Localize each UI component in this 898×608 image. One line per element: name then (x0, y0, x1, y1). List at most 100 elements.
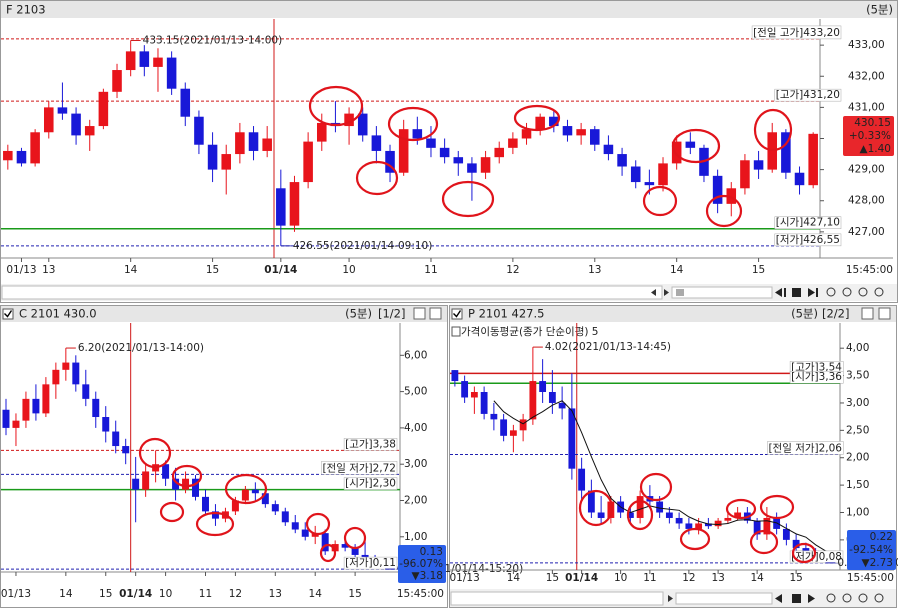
extreme-label: 433.15(2021/01/13-14:00) (143, 34, 282, 46)
candle-body (112, 431, 120, 447)
candle-body (494, 147, 505, 158)
candle-body (562, 126, 573, 136)
candle-body (589, 129, 600, 145)
candle-body (467, 163, 477, 173)
candle-body (597, 512, 605, 518)
panel-header (1, 306, 447, 322)
check (453, 310, 462, 318)
y-tick-label: 3,00 (404, 458, 427, 470)
candle-body (84, 126, 95, 136)
candle-body (630, 166, 641, 183)
btn-next[interactable] (808, 288, 818, 297)
ref-label-bg (774, 233, 842, 247)
last-price-text: -92.54% (849, 544, 893, 556)
x-tick-label: 14 (59, 588, 73, 600)
extreme-label: 4.02(2021/01/13-14:45) (545, 341, 671, 353)
page-indicator: [1/2] (378, 307, 405, 321)
candle-body (626, 512, 634, 518)
last-price-box (843, 116, 894, 156)
x-tick-label: 12 (506, 264, 519, 276)
ref-label-bg (321, 461, 398, 475)
scroll-left[interactable] (651, 289, 656, 296)
x-tick-label: 12 (229, 588, 242, 600)
last-price-text: +0.33% (849, 130, 891, 142)
candle-body (231, 500, 239, 512)
y-tick-label: 433,00 (848, 39, 885, 51)
candle-body (549, 116, 559, 127)
y-tick-label: 428,00 (848, 195, 885, 207)
zoom-thumb[interactable] (676, 289, 684, 296)
candle-body (289, 182, 300, 226)
extreme-label: 426.55(2021/01/14-09:10) (293, 240, 433, 252)
last-price-text: ▼2.73 (862, 557, 893, 569)
zoom-slider[interactable] (675, 592, 773, 605)
x-tick-label: 15 (789, 572, 802, 584)
candle-body (521, 129, 532, 139)
candle-body (3, 150, 13, 161)
checkbox[interactable] (451, 308, 463, 320)
scrollbar[interactable] (450, 591, 664, 606)
candle-body (192, 478, 200, 497)
candle-body (644, 182, 655, 186)
interval[interactable]: (5분) (791, 307, 818, 321)
candle-body (665, 512, 673, 518)
ref-label-bg (774, 88, 842, 102)
scroll-right[interactable] (668, 595, 673, 602)
y-tick-label: 2,50 (846, 424, 869, 436)
candle-body (519, 419, 527, 431)
btn-max[interactable] (878, 307, 891, 320)
x-tick-label: 11 (199, 588, 212, 600)
btn-stop[interactable] (792, 288, 801, 297)
zoom-buttons[interactable] (826, 593, 884, 603)
candle-body (451, 370, 459, 382)
candle-body (671, 141, 682, 164)
candle-body (43, 107, 54, 133)
ref-line-label: [저가]426,55 (776, 234, 840, 246)
btn-max[interactable] (429, 307, 442, 320)
y-tick-label: 4,00 (404, 422, 427, 434)
candle-body (802, 548, 810, 551)
user-drawings (138, 85, 817, 564)
candle-body (794, 172, 805, 186)
interval[interactable]: (5분) (866, 3, 893, 17)
candle-body (291, 522, 299, 530)
x-tick-label: 01/13 (1, 588, 31, 600)
interval[interactable]: (5분) (345, 307, 372, 321)
scroll-right[interactable] (664, 289, 669, 296)
candle-body (500, 419, 508, 436)
x-tick-label: 13 (42, 264, 55, 276)
x-tick-label: 14 (750, 572, 764, 584)
x-end-label: 15:45:00 (846, 264, 893, 276)
btn-restore[interactable] (861, 307, 874, 320)
page-indicator: [2/2] (822, 307, 849, 321)
btn-stop[interactable] (792, 594, 801, 603)
candle-body (139, 51, 150, 67)
candle-body (262, 138, 272, 151)
ref-label-bg (774, 216, 842, 229)
candle-body (714, 520, 722, 527)
btn-prev[interactable] (775, 594, 782, 603)
candle-body (122, 446, 130, 454)
zoom-slider[interactable] (671, 286, 773, 299)
checkbox[interactable] (2, 308, 14, 320)
btn-next[interactable] (808, 594, 815, 603)
scrollbar[interactable] (1, 285, 663, 300)
ref-line-label: [시가]427,10 (776, 217, 840, 229)
x-tick-label: 10 (159, 588, 172, 600)
btn-prev[interactable] (775, 288, 786, 297)
zoom-buttons[interactable] (826, 287, 884, 297)
candle-body (182, 478, 190, 490)
ref-label-bg (789, 370, 844, 384)
y-tick-label: 2,00 (846, 452, 869, 464)
candle-body (712, 175, 723, 204)
candle-body (587, 490, 595, 513)
candle-body (301, 529, 309, 537)
last-price-text: ▼3.18 (412, 570, 443, 582)
last-price-box (398, 545, 446, 583)
panel-title: C 2101 430.0 (19, 307, 97, 321)
panel-header (450, 306, 896, 322)
candle-body (412, 129, 423, 139)
btn-restore[interactable] (413, 307, 426, 320)
candle-body (281, 511, 289, 523)
last-price-box (847, 530, 896, 570)
